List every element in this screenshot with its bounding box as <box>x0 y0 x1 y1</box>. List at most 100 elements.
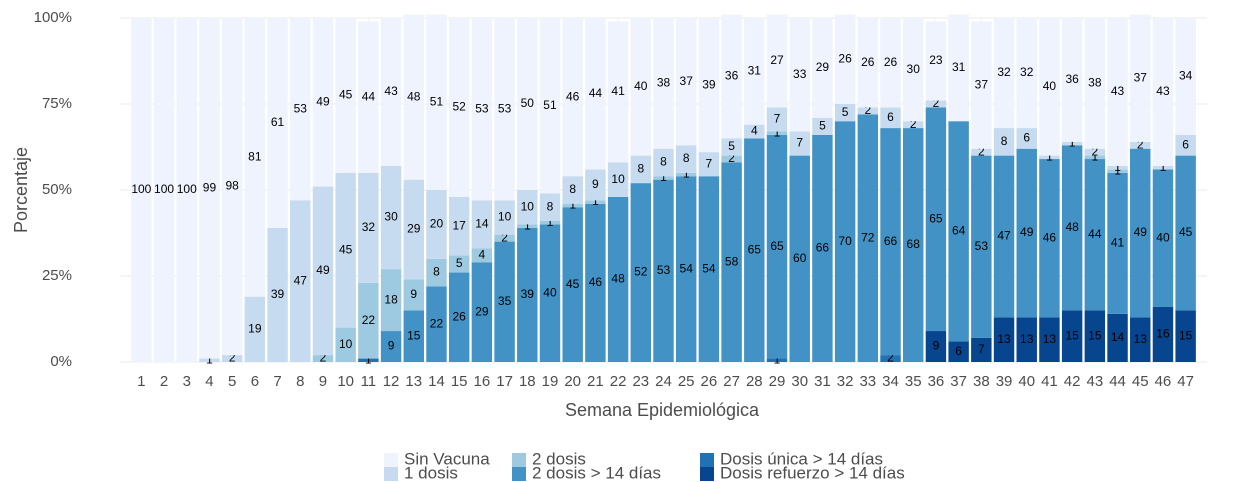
bar-segment <box>585 18 606 170</box>
x-tick-label: 4 <box>205 373 213 390</box>
x-tick-label: 41 <box>1041 373 1058 390</box>
value-label: 8 <box>547 199 554 213</box>
bar-segment <box>1084 310 1106 362</box>
bar-segment <box>358 172 379 283</box>
value-label: 16 <box>1156 327 1170 341</box>
value-label: 1 <box>1160 160 1167 174</box>
value-label: 32 <box>362 220 376 234</box>
x-tick-label: 38 <box>973 373 990 390</box>
y-tick-label: 75% <box>42 95 72 112</box>
bar-segment <box>1084 18 1106 149</box>
value-label: 33 <box>793 67 807 81</box>
y-tick-label: 0% <box>50 353 72 370</box>
bar-segment <box>789 155 810 362</box>
bar-segment <box>971 21 992 149</box>
bar-segment <box>766 358 788 362</box>
bar-segment <box>993 317 1015 362</box>
bar-segment <box>244 18 266 297</box>
bar-segment <box>539 220 561 225</box>
bar-segment <box>1039 18 1060 156</box>
value-label: 10 <box>339 337 353 351</box>
value-label: 1 <box>660 170 667 184</box>
bar-segment <box>993 128 1015 156</box>
bar-segment <box>653 179 674 362</box>
bar-segment <box>562 176 583 204</box>
value-label: 39 <box>702 77 716 91</box>
value-label: 54 <box>702 261 716 275</box>
bar-segment <box>857 18 879 108</box>
value-label: 43 <box>384 84 398 98</box>
bar-segment <box>1107 172 1128 314</box>
bar-segment <box>607 21 629 163</box>
value-label: 19 <box>248 321 262 335</box>
value-label: 9 <box>592 177 599 191</box>
x-tick-label: 42 <box>1064 373 1081 390</box>
bar-segment <box>812 18 833 118</box>
value-label: 2 <box>933 96 940 110</box>
x-tick-label: 45 <box>1132 373 1149 390</box>
bar-segment <box>903 128 924 362</box>
value-label: 15 <box>1179 328 1193 342</box>
value-label: 2 <box>887 351 894 365</box>
value-label: 20 <box>430 217 444 231</box>
legend-label: Dosis única > 14 días <box>720 449 883 468</box>
value-label: 100 <box>177 182 197 196</box>
value-label: 45 <box>566 277 580 291</box>
bar-segment <box>653 176 674 180</box>
bar-segment <box>812 117 833 135</box>
value-label: 4 <box>751 124 758 138</box>
value-label: 34 <box>1179 69 1193 83</box>
value-label: 37 <box>1134 70 1148 84</box>
bar-segment <box>494 200 515 235</box>
value-label: 27 <box>770 53 784 67</box>
bar-segment <box>698 152 720 177</box>
bar-segment <box>517 227 538 362</box>
bar-segment <box>834 104 856 122</box>
bar-segment <box>426 14 447 191</box>
value-label: 1 <box>524 218 531 232</box>
value-label: 44 <box>1088 227 1102 241</box>
value-label: 49 <box>1134 225 1148 239</box>
bar-segment <box>1016 148 1037 318</box>
value-label: 13 <box>1134 332 1148 346</box>
value-label: 66 <box>816 241 830 255</box>
value-label: 36 <box>1065 72 1079 86</box>
value-label: 65 <box>748 242 762 256</box>
bar-segment <box>925 100 947 108</box>
bar-segment <box>834 121 856 362</box>
value-label: 1 <box>547 215 554 229</box>
value-label: 14 <box>1111 330 1125 344</box>
x-tick-label: 15 <box>451 373 468 390</box>
bar-segment <box>358 21 379 173</box>
bar-segment <box>903 121 924 129</box>
bar-segment <box>312 355 334 362</box>
value-label: 10 <box>521 199 535 213</box>
bar-segment <box>698 176 720 362</box>
value-label: 26 <box>453 309 467 323</box>
bar-segment <box>1130 14 1151 142</box>
value-label: 8 <box>637 162 644 176</box>
bar-segment <box>880 107 901 129</box>
value-label: 54 <box>680 261 694 275</box>
value-label: 13 <box>1020 332 1034 346</box>
bar-segment <box>426 258 447 287</box>
value-label: 9 <box>410 287 417 301</box>
bar-segment <box>199 358 220 362</box>
x-tick-label: 29 <box>769 373 786 390</box>
bar-segment <box>971 337 992 362</box>
y-tick-label: 50% <box>42 181 72 198</box>
bar-segment <box>744 18 765 125</box>
value-label: 40 <box>634 79 648 93</box>
x-tick-label: 13 <box>405 373 422 390</box>
bar-segment <box>426 286 447 362</box>
bar-segment <box>1107 169 1128 173</box>
value-label: 52 <box>634 265 648 279</box>
value-label: 60 <box>793 251 807 265</box>
x-tick-label: 23 <box>632 373 649 390</box>
value-label: 64 <box>952 223 966 237</box>
x-tick-label: 10 <box>337 373 354 390</box>
value-label: 65 <box>770 239 784 253</box>
x-axis-title: Semana Epidemiológica <box>565 400 760 420</box>
bar-segment <box>1107 313 1128 362</box>
